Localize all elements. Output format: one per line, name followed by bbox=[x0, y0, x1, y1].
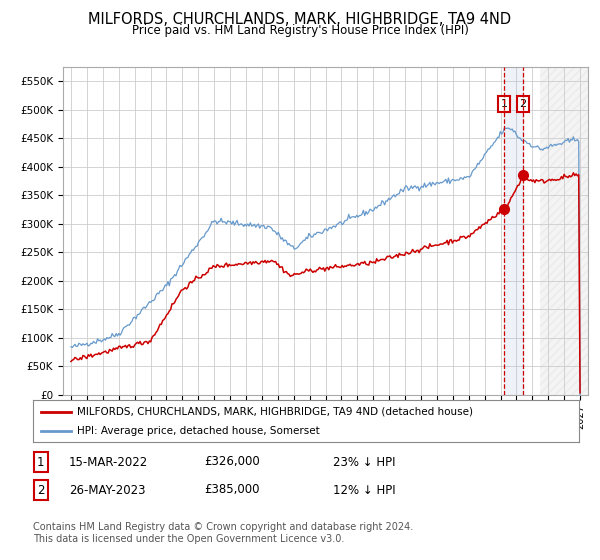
Text: 23% ↓ HPI: 23% ↓ HPI bbox=[333, 455, 395, 469]
Text: 26-MAY-2023: 26-MAY-2023 bbox=[69, 483, 146, 497]
Bar bbox=[504, 67, 523, 395]
Text: £385,000: £385,000 bbox=[204, 483, 260, 497]
Text: 2: 2 bbox=[37, 483, 44, 497]
Text: MILFORDS, CHURCHLANDS, MARK, HIGHBRIDGE, TA9 4ND: MILFORDS, CHURCHLANDS, MARK, HIGHBRIDGE,… bbox=[88, 12, 512, 27]
Text: 2: 2 bbox=[520, 99, 526, 109]
Text: Price paid vs. HM Land Registry's House Price Index (HPI): Price paid vs. HM Land Registry's House … bbox=[131, 24, 469, 37]
Text: HPI: Average price, detached house, Somerset: HPI: Average price, detached house, Some… bbox=[77, 426, 319, 436]
Bar bbox=[540, 67, 588, 395]
Text: Contains HM Land Registry data © Crown copyright and database right 2024.
This d: Contains HM Land Registry data © Crown c… bbox=[33, 522, 413, 544]
Text: £326,000: £326,000 bbox=[204, 455, 260, 469]
Text: 15-MAR-2022: 15-MAR-2022 bbox=[69, 455, 148, 469]
Text: 1: 1 bbox=[500, 99, 508, 109]
Text: 12% ↓ HPI: 12% ↓ HPI bbox=[333, 483, 395, 497]
Text: 1: 1 bbox=[37, 455, 44, 469]
Text: MILFORDS, CHURCHLANDS, MARK, HIGHBRIDGE, TA9 4ND (detached house): MILFORDS, CHURCHLANDS, MARK, HIGHBRIDGE,… bbox=[77, 407, 473, 417]
